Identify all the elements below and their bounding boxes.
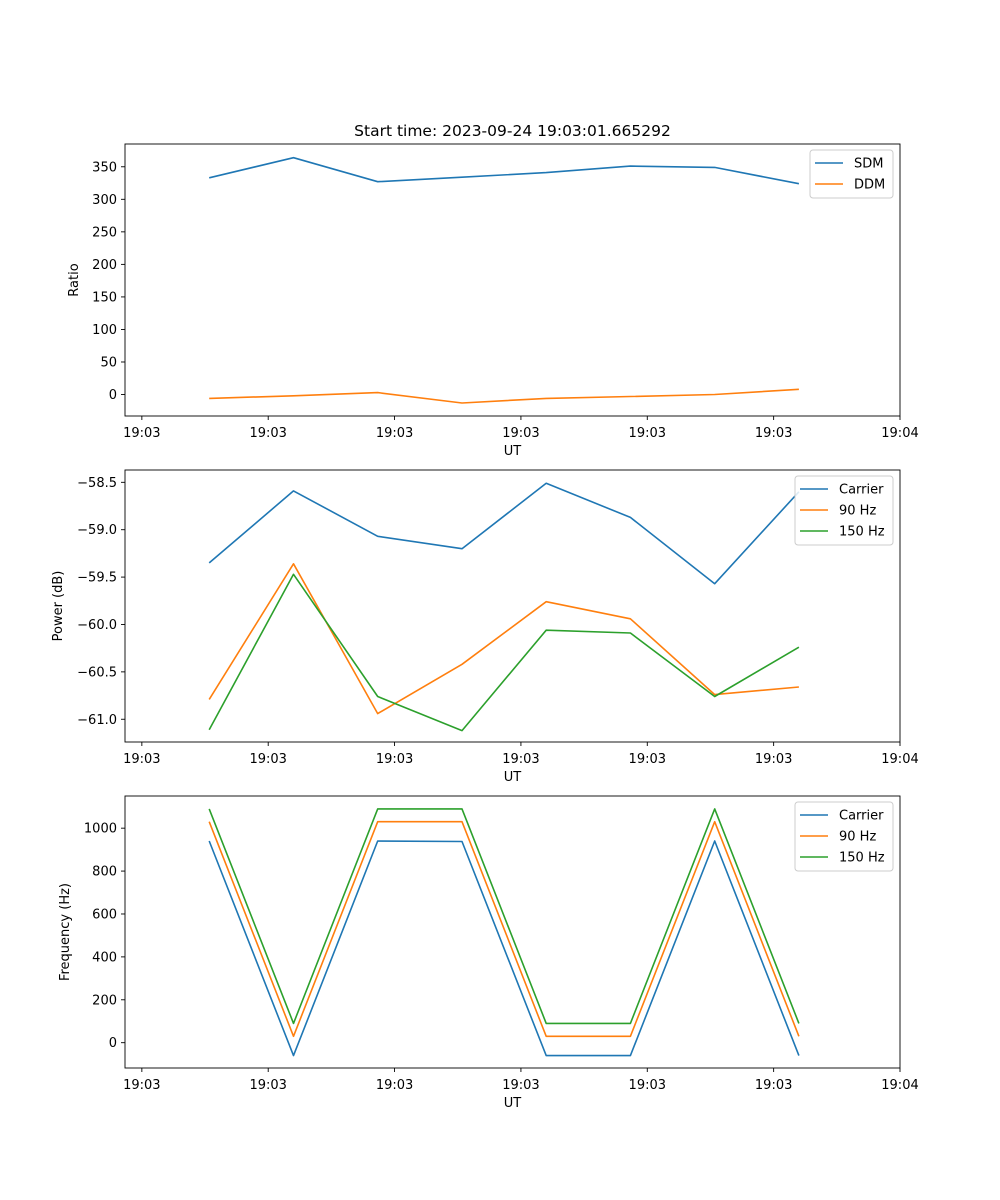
axes-frame <box>124 795 901 1069</box>
y-tick-label: 300 <box>92 193 117 208</box>
subplot-1: 19:03 19:03 19:03 19:03 19:03 19:03 19:04 0 50 10… <box>67 143 919 459</box>
y-tick-label: 250 <box>92 225 117 240</box>
series-line-150-hz <box>208 808 800 1025</box>
x-tick-label: 19:04 <box>881 1078 918 1093</box>
x-tick-label: 19:03 <box>123 1078 160 1093</box>
x-tick-label: 19:03 <box>629 426 666 441</box>
y-axis-label: Power (dB) <box>51 571 66 642</box>
x-tick-label: 19:03 <box>249 1078 286 1093</box>
y-tick-label: 800 <box>92 865 117 880</box>
x-tick-label: 19:04 <box>881 752 918 767</box>
y-tick-label: −60.5 <box>77 665 117 680</box>
y-tick-label: 0 <box>109 1036 117 1051</box>
x-tick-label: 19:04 <box>881 426 918 441</box>
y-tick-label: −60.0 <box>77 618 117 633</box>
x-axis-label: UT <box>504 444 522 459</box>
x-tick-label: 19:03 <box>755 752 792 767</box>
axes-frame <box>124 143 901 417</box>
legend-box <box>794 801 894 872</box>
y-tick-label: 1000 <box>84 822 117 837</box>
axes-frame <box>124 469 901 743</box>
series-line-sdm <box>209 156 800 185</box>
legend-label: 90 Hz <box>839 830 876 845</box>
x-axis-label: UT <box>504 770 522 785</box>
x-axis-label: UT <box>504 1096 522 1111</box>
y-tick-label: 600 <box>92 907 117 922</box>
x-tick-label: 19:03 <box>502 752 539 767</box>
legend-label: 150 Hz <box>839 525 885 540</box>
legend-box <box>809 149 894 199</box>
y-tick-label: 50 <box>100 355 117 370</box>
x-tick-label: 19:03 <box>249 752 286 767</box>
subplots: 19:03 19:03 19:03 19:03 19:03 19:03 19:04 0 50 10… <box>51 143 919 1111</box>
series-line-150-hz <box>208 573 800 732</box>
y-tick-label: −58.5 <box>77 476 117 491</box>
legend-label: Carrier <box>839 809 884 824</box>
legend-label: Carrier <box>839 483 884 498</box>
x-tick-label: 19:03 <box>502 1078 539 1093</box>
y-axis-label: Frequency (Hz) <box>58 883 73 981</box>
y-tick-label: −59.0 <box>77 523 117 538</box>
x-tick-label: 19:03 <box>376 752 413 767</box>
x-tick-label: 19:03 <box>755 1078 792 1093</box>
y-tick-label: −61.0 <box>77 713 117 728</box>
x-tick-label: 19:03 <box>249 426 286 441</box>
y-tick-label: 400 <box>92 950 117 965</box>
y-tick-label: 0 <box>109 388 117 403</box>
subplot-2: 19:03 19:03 19:03 19:03 19:03 19:03 19:04 −61.0… <box>51 469 919 785</box>
x-tick-label: 19:03 <box>755 426 792 441</box>
legend: Carrier 90 Hz 150 Hz <box>794 475 894 546</box>
x-tick-label: 19:03 <box>376 426 413 441</box>
y-tick-label: 150 <box>92 290 117 305</box>
legend: Carrier 90 Hz 150 Hz <box>794 801 894 872</box>
series-line-90-hz <box>208 562 799 715</box>
y-tick-label: 200 <box>92 258 117 273</box>
legend: SDM DDM <box>809 149 894 199</box>
legend-label: 150 Hz <box>839 851 885 866</box>
series-line-ddm <box>209 388 799 404</box>
legend-label: 90 Hz <box>839 504 876 519</box>
legend-label: DDM <box>854 178 885 193</box>
x-tick-label: 19:03 <box>376 1078 413 1093</box>
x-tick-label: 19:03 <box>502 426 539 441</box>
chart-title: Start time: 2023-09-24 19:03:01.665292 <box>354 122 671 140</box>
y-axis-label: Ratio <box>67 263 82 296</box>
y-tick-label: 100 <box>92 323 117 338</box>
x-tick-label: 19:03 <box>629 752 666 767</box>
y-tick-label: −59.5 <box>77 571 117 586</box>
subplot-3: 19:03 19:03 19:03 19:03 19:03 19:03 19:04 0 200 4… <box>58 795 919 1111</box>
legend-box <box>794 475 894 546</box>
x-tick-label: 19:03 <box>123 426 160 441</box>
legend-label: SDM <box>854 157 883 172</box>
y-tick-label: 200 <box>92 993 117 1008</box>
y-tick-label: 350 <box>92 160 117 175</box>
series-line-carrier <box>208 482 800 585</box>
series-line-carrier <box>208 840 800 1057</box>
x-tick-label: 19:03 <box>629 1078 666 1093</box>
series-line-90-hz <box>208 820 800 1038</box>
x-tick-label: 19:03 <box>123 752 160 767</box>
